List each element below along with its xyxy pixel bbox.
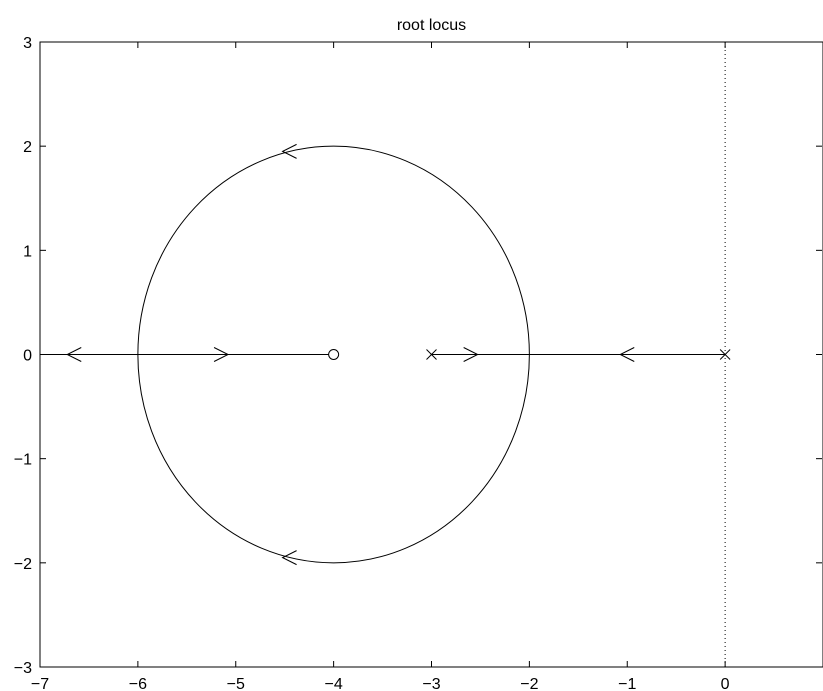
pole-marker: [719, 349, 731, 360]
x-axis-ticks: −7 −6 −5 −4 −3 −2 −1 0: [31, 42, 730, 691]
direction-arrow: [619, 347, 635, 362]
pole-marker: [426, 349, 437, 360]
plot-area: [39, 41, 823, 668]
x-tick-label: −7: [31, 676, 49, 691]
direction-arrow: [281, 550, 297, 566]
x-tick-label: −6: [129, 676, 147, 691]
y-tick-label: −3: [14, 660, 32, 677]
direction-arrow: [281, 143, 297, 159]
y-tick-label: 1: [23, 243, 32, 260]
pole-marker-stroke: [426, 349, 437, 360]
y-tick-label: −1: [14, 452, 32, 469]
zero-marker: [328, 349, 340, 360]
pole-marker-stroke: [719, 349, 731, 360]
y-tick-label: 0: [23, 348, 32, 365]
y-tick-label: −2: [14, 556, 32, 573]
x-tick-label: −3: [422, 676, 440, 691]
y-axis-ticks: −3 −2 −1 0 1 2 3: [14, 35, 822, 677]
direction-arrow: [213, 347, 230, 362]
x-tick-label: −5: [227, 676, 245, 691]
chart-title: root locus: [397, 17, 466, 34]
y-tick-label: 2: [23, 139, 32, 156]
x-tick-label: −2: [520, 676, 538, 691]
direction-arrow: [463, 347, 479, 362]
direction-arrow: [66, 347, 82, 362]
x-tick-label: 0: [721, 676, 730, 691]
y-tick-label: 3: [23, 35, 32, 52]
x-tick-label: −1: [618, 676, 636, 691]
x-tick-label: −4: [325, 676, 343, 691]
